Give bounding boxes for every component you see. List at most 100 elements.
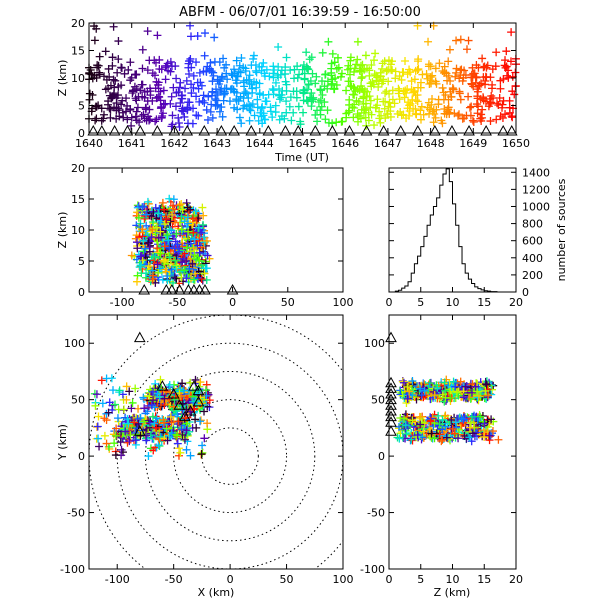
time-height-source: [231, 76, 240, 85]
x-height-source: [199, 220, 208, 229]
plan-view-source: [113, 414, 122, 423]
time-height-source: [333, 53, 342, 62]
height-north-source: [467, 412, 476, 421]
time-height-source: [467, 102, 476, 111]
time-height-source: [511, 68, 520, 77]
time-height-station-marker: [411, 124, 424, 136]
time-height-source: [300, 86, 309, 95]
time-height-source: [269, 62, 278, 71]
time-height-source: [246, 102, 255, 111]
x-height-source: [180, 266, 189, 275]
time-height-source: [367, 60, 376, 69]
time-height-source: [355, 111, 364, 120]
time-height-station-marker: [215, 124, 228, 136]
time-height-source: [269, 86, 278, 95]
time-height-source: [356, 61, 365, 70]
time-height-source: [88, 91, 97, 100]
time-height-source: [184, 119, 193, 128]
time-height-source: [148, 96, 157, 105]
x-height-source: [194, 252, 203, 261]
time-height-source: [240, 89, 249, 98]
x-height-source: [133, 244, 142, 253]
x-height-source: [188, 214, 197, 223]
plan-view-source: [130, 418, 139, 427]
time-height-source: [367, 82, 376, 91]
x-height-source: [197, 274, 206, 283]
plan-view-source: [115, 386, 124, 395]
time-height-source: [456, 35, 465, 44]
histogram-x-tick-label: 10: [446, 296, 460, 309]
histogram-ylabel: number of sources: [555, 178, 568, 281]
plan-view-station-marker: [167, 387, 180, 399]
time-height-source: [385, 89, 394, 98]
time-height-source: [132, 96, 141, 105]
time-height-source: [266, 107, 275, 116]
plan-view-source: [160, 418, 169, 427]
height-north-source: [487, 415, 496, 424]
x-height-source: [182, 274, 191, 283]
height-north-station-marker: [385, 331, 397, 343]
time-height-source: [294, 102, 303, 111]
time-height-source: [245, 79, 254, 88]
time-height-source: [468, 63, 477, 72]
time-height-x-tick-label: 1642: [160, 137, 188, 150]
time-height-source: [323, 84, 332, 93]
time-height-source: [135, 118, 144, 127]
time-height-source: [455, 110, 464, 119]
panel-x-height: Z (km) -100 -50 0 50 100 0 5 10 15 20: [56, 162, 354, 309]
time-height-source: [141, 105, 150, 114]
time-height-source: [249, 51, 258, 60]
time-height-source: [354, 97, 363, 106]
time-height-source: [478, 105, 487, 114]
plan-view-source: [182, 445, 191, 454]
time-height-source: [404, 98, 413, 107]
time-height-source: [452, 36, 461, 45]
time-height-source: [208, 77, 217, 86]
height-north-source: [435, 430, 444, 439]
time-height-source: [471, 72, 480, 81]
time-height-y-tick-label: 20: [71, 17, 85, 30]
time-height-source: [157, 65, 166, 74]
x-height-x-tick-label: 100: [333, 296, 354, 309]
plan-view-source: [110, 439, 119, 448]
time-height-source: [137, 80, 146, 89]
time-height-source: [109, 22, 118, 31]
time-height-source: [168, 111, 177, 120]
histogram-x-tick-label: 0: [386, 296, 393, 309]
time-height-source: [85, 95, 94, 104]
time-height-station-marker: [87, 124, 100, 136]
time-height-source: [153, 31, 162, 40]
plan-view-source: [200, 434, 209, 443]
time-height-source: [452, 64, 461, 73]
time-height-x-tick-label: 1645: [289, 137, 317, 150]
time-height-source: [424, 98, 433, 107]
time-height-x-tick-label: 1647: [374, 137, 402, 150]
height-north-source: [430, 419, 439, 428]
height-north-source: [408, 416, 417, 425]
x-height-source: [143, 239, 152, 248]
time-height-source: [370, 70, 379, 79]
time-height-source: [282, 53, 291, 62]
histogram-y-tick-label: 800: [522, 218, 543, 231]
plan-view-source: [171, 407, 180, 416]
time-height-source: [353, 37, 362, 46]
plan-view-source: [127, 404, 136, 413]
time-height-source: [414, 83, 423, 92]
plan-view-source: [128, 398, 137, 407]
time-height-source: [91, 116, 100, 125]
time-height-source: [172, 74, 181, 83]
plan-view-source: [134, 419, 143, 428]
time-height-x-tick-label: 1641: [118, 137, 146, 150]
time-height-source: [236, 68, 245, 77]
plan-view-source: [162, 424, 171, 433]
time-height-source: [307, 53, 316, 62]
time-height-source: [459, 73, 468, 82]
time-height-source: [361, 51, 370, 60]
height-north-source: [403, 382, 412, 391]
time-height-source: [411, 66, 420, 75]
time-height-source: [230, 65, 239, 74]
range-ring: [201, 427, 259, 485]
plan-view-frame: [88, 314, 344, 570]
histogram-y-tick-label: 1200: [522, 183, 550, 196]
time-height-source: [455, 87, 464, 96]
